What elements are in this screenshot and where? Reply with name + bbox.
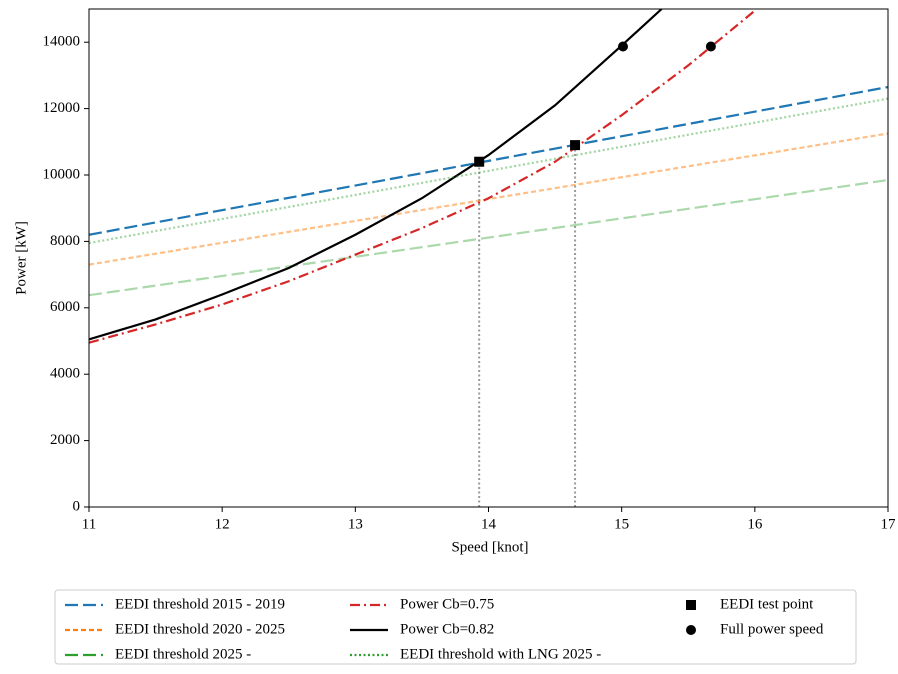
legend-box bbox=[54, 589, 857, 665]
series-line bbox=[89, 178, 888, 297]
y-axis-label: Power [kW] bbox=[13, 221, 29, 295]
marker bbox=[705, 41, 716, 52]
y-tick-label: 0 bbox=[73, 498, 81, 514]
legend-label: Power Cb=0.82 bbox=[400, 621, 494, 637]
y-tick-label: 2000 bbox=[50, 432, 80, 448]
y-tick-label: 6000 bbox=[50, 299, 80, 315]
x-axis-label: Speed [knot] bbox=[451, 539, 528, 555]
y-tick-label: 10000 bbox=[43, 166, 81, 182]
x-tick-label: 11 bbox=[82, 516, 96, 532]
y-tick-label: 14000 bbox=[43, 34, 81, 50]
legend-label: EEDI threshold with LNG 2025 - bbox=[400, 646, 601, 662]
y-tick-label: 12000 bbox=[43, 100, 81, 116]
plot-area bbox=[89, 9, 888, 507]
marker bbox=[474, 156, 485, 167]
legend-label: Power Cb=0.75 bbox=[400, 596, 494, 612]
legend-label: Full power speed bbox=[720, 621, 824, 637]
x-tick-label: 16 bbox=[747, 516, 763, 532]
series-line bbox=[89, 9, 756, 344]
legend-label: EEDI test point bbox=[720, 596, 814, 612]
marker bbox=[570, 140, 581, 151]
plot-frame bbox=[88, 8, 889, 508]
series-line bbox=[89, 85, 888, 236]
legend-swatch bbox=[686, 625, 696, 635]
legend-swatch bbox=[686, 600, 696, 610]
y-tick-label: 4000 bbox=[50, 366, 80, 382]
legend-label: EEDI threshold 2020 - 2025 bbox=[115, 621, 285, 637]
series-line bbox=[89, 9, 663, 341]
marker bbox=[617, 41, 628, 52]
x-tick-label: 14 bbox=[481, 516, 497, 532]
series-line bbox=[89, 97, 888, 245]
x-tick-label: 12 bbox=[215, 516, 230, 532]
legend-label: EEDI threshold 2025 - bbox=[115, 646, 251, 662]
x-tick-label: 17 bbox=[881, 516, 897, 532]
x-tick-label: 15 bbox=[614, 516, 629, 532]
legend-label: EEDI threshold 2015 - 2019 bbox=[115, 596, 285, 612]
x-tick-label: 13 bbox=[348, 516, 363, 532]
y-tick-label: 8000 bbox=[50, 233, 80, 249]
